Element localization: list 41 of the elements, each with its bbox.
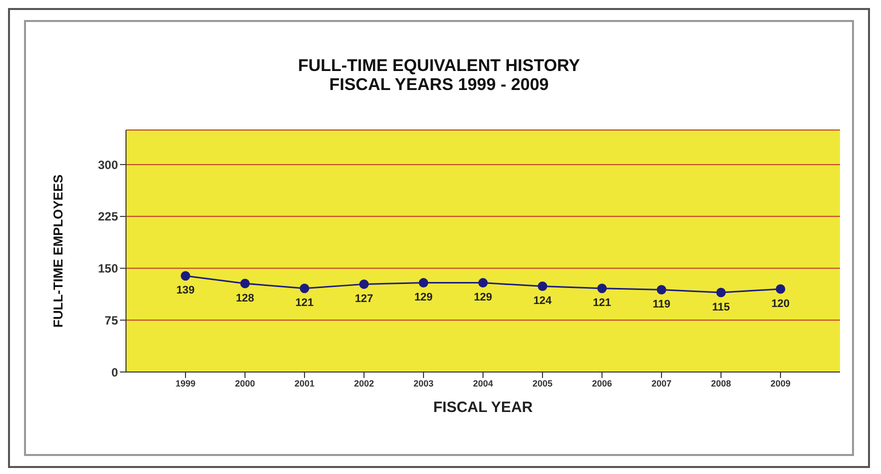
data-label: 121 bbox=[592, 297, 612, 310]
data-label: 129 bbox=[474, 292, 492, 304]
point bbox=[656, 284, 666, 294]
point bbox=[538, 282, 548, 292]
data-label: 124 bbox=[533, 295, 553, 308]
x-tick-label: 2000 bbox=[234, 378, 256, 388]
chart-title: FULL-TIME EQUIVALENT HISTORY FISCAL YEARS 1999 - 2009 bbox=[296, 56, 582, 94]
point bbox=[478, 278, 488, 288]
x-tick-label: 2004 bbox=[472, 378, 494, 388]
x-tick-label: 1999 bbox=[175, 378, 196, 388]
x-tick-label: 2006 bbox=[592, 378, 612, 388]
x-tick-label: 2009 bbox=[770, 378, 791, 388]
x-tick-label: 2007 bbox=[651, 378, 672, 388]
point bbox=[418, 278, 428, 288]
data-label: 139 bbox=[176, 284, 195, 297]
data-label: 120 bbox=[771, 298, 790, 310]
y-tick-label: 300 bbox=[98, 158, 118, 172]
point bbox=[597, 284, 607, 294]
y-tick-label: 225 bbox=[98, 210, 118, 224]
point bbox=[300, 284, 310, 294]
x-axis-title: FISCAL YEAR bbox=[433, 399, 533, 416]
x-tick-label: 2003 bbox=[413, 378, 434, 388]
data-label: 129 bbox=[414, 292, 433, 304]
y-tick-label: 75 bbox=[104, 313, 118, 328]
x-tick-label: 2008 bbox=[710, 378, 732, 388]
x-tick-label: 2001 bbox=[294, 378, 315, 388]
point bbox=[776, 284, 786, 294]
x-tick-label: 2005 bbox=[532, 378, 553, 388]
point bbox=[716, 288, 726, 298]
point bbox=[240, 278, 250, 288]
data-label: 121 bbox=[295, 297, 314, 310]
y-axis-title: FULL-TIME EMPLOYEES bbox=[50, 174, 66, 328]
x-tick-label: 2002 bbox=[354, 378, 374, 388]
data-label: 128 bbox=[236, 292, 254, 304]
data-label: 127 bbox=[354, 293, 374, 305]
data-label: 115 bbox=[712, 301, 730, 314]
point bbox=[180, 271, 190, 281]
y-tick-label: 150 bbox=[98, 262, 118, 276]
y-tick-label: 0 bbox=[111, 365, 118, 380]
data-label: 119 bbox=[652, 298, 670, 311]
point bbox=[359, 279, 369, 289]
